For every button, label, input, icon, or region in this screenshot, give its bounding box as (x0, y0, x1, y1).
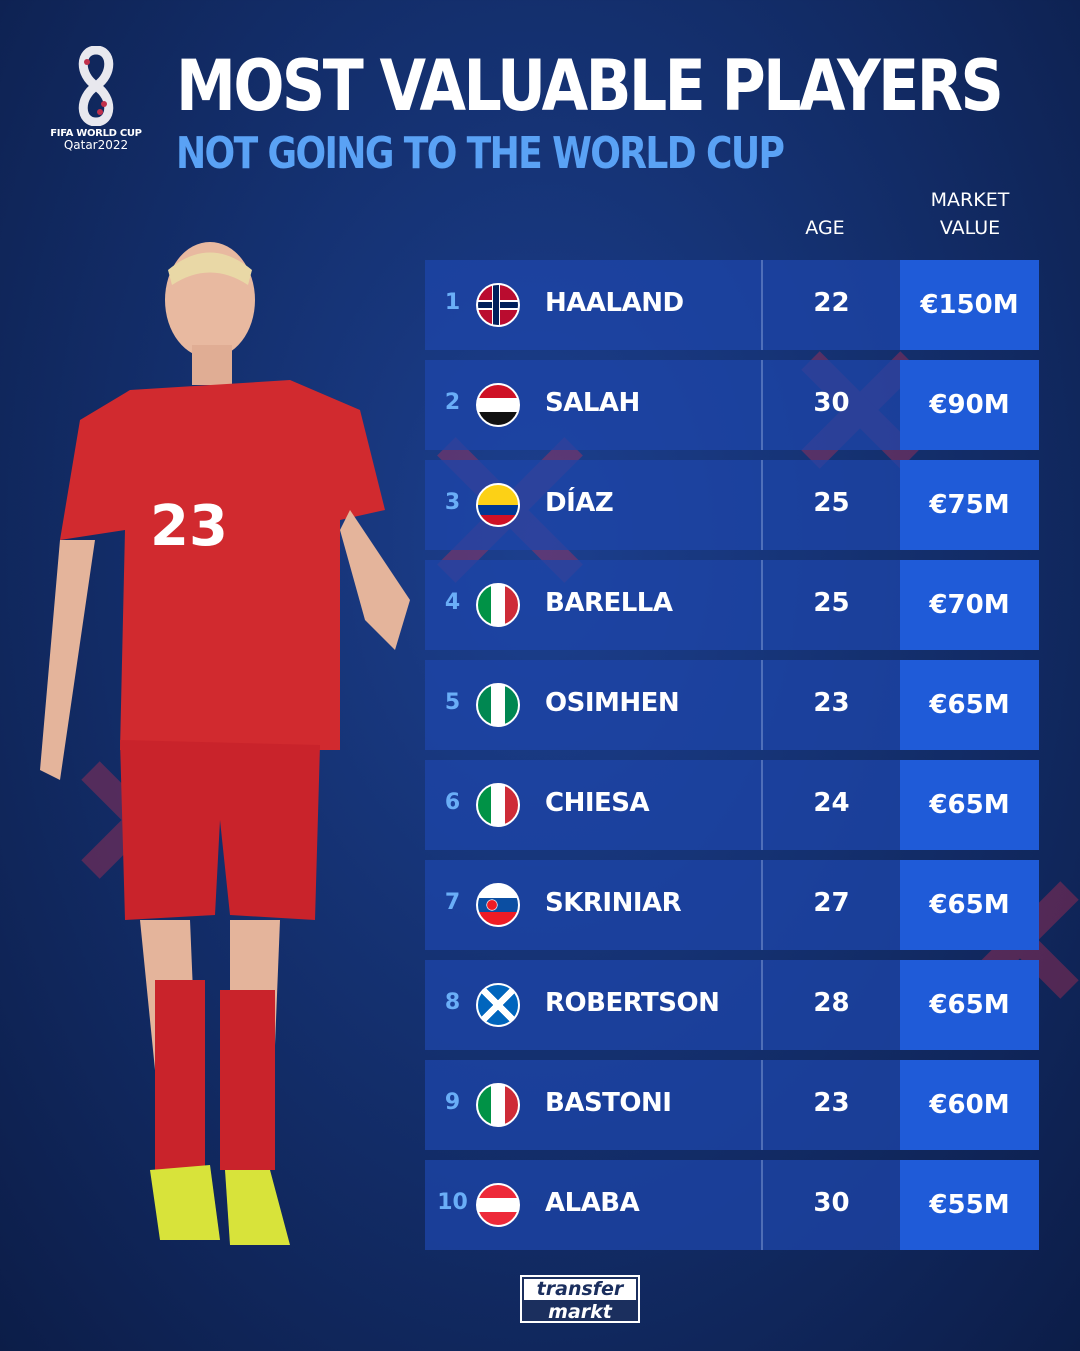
player-name: DÍAZ (545, 488, 614, 518)
transfermarkt-logo: transfer markt (520, 1275, 640, 1323)
rank: 6 (444, 790, 461, 815)
player-age: 30 (813, 1188, 850, 1218)
page-title: MOST VALUABLE PLAYERS (176, 45, 1004, 127)
column-divider (761, 1060, 763, 1150)
player-name: ROBERTSON (545, 988, 720, 1018)
table-row: 7 SKRINIAR 27 €65M (425, 860, 1039, 950)
rank: 9 (444, 1090, 461, 1115)
table-row: 5 OSIMHEN 23 €65M (425, 660, 1039, 750)
shirt-number: 23 (150, 494, 228, 559)
market-value: €65M (900, 660, 1039, 750)
header-label: MARKET (930, 189, 1010, 211)
table-row: 8 ROBERTSON 28 €65M (425, 960, 1039, 1050)
market-value: €60M (900, 1060, 1039, 1150)
table-row: 3 DÍAZ 25 €75M (425, 460, 1039, 550)
rank: 5 (444, 690, 461, 715)
player-age: 30 (813, 388, 850, 418)
market-value: €65M (900, 860, 1039, 950)
rank: 2 (444, 390, 461, 415)
player-name: HAALAND (545, 288, 684, 318)
flag-austria-icon (476, 1183, 520, 1227)
flag-italy-icon (476, 1083, 520, 1127)
header-market-value: MARKET VALUE (905, 186, 1035, 242)
table-row: 1 HAALAND 22 €150M (425, 260, 1039, 350)
market-value: €150M (900, 260, 1039, 350)
flag-slovakia-icon (476, 883, 520, 927)
table-row: 6 CHIESA 24 €65M (425, 760, 1039, 850)
rank: 3 (444, 490, 461, 515)
player-name: CHIESA (545, 788, 650, 818)
header-age: AGE (780, 214, 870, 242)
column-divider (761, 360, 763, 450)
brand-text: markt (548, 1301, 612, 1323)
market-value: €75M (900, 460, 1039, 550)
flag-norway-icon (476, 283, 520, 327)
column-divider (761, 460, 763, 550)
player-age: 23 (813, 1088, 850, 1118)
rank: 7 (444, 890, 461, 915)
player-name: BARELLA (545, 588, 673, 618)
column-divider (761, 960, 763, 1050)
player-name: OSIMHEN (545, 688, 680, 718)
rank: 1 (444, 290, 461, 315)
player-name: ALABA (545, 1188, 640, 1218)
player-age: 24 (813, 788, 850, 818)
page-subtitle: NOT GOING TO THE WORLD CUP (176, 128, 785, 179)
column-divider (761, 760, 763, 850)
player-name: SKRINIAR (545, 888, 682, 918)
logo-text: FIFA WORLD CUP (50, 128, 142, 139)
column-divider (761, 660, 763, 750)
table-row: 2 SALAH 30 €90M (425, 360, 1039, 450)
logo-text: Qatar2022 (63, 138, 129, 152)
rank: 10 (437, 1190, 468, 1215)
column-divider (761, 560, 763, 650)
column-divider (761, 260, 763, 350)
flag-italy-icon (476, 783, 520, 827)
rank: 8 (444, 990, 461, 1015)
table-row: 9 BASTONI 23 €60M (425, 1060, 1039, 1150)
player-age: 27 (813, 888, 850, 918)
player-name: BASTONI (545, 1088, 672, 1118)
table-row: 10 ALABA 30 €55M (425, 1160, 1039, 1250)
player-name: SALAH (545, 388, 640, 418)
flag-nigeria-icon (476, 683, 520, 727)
player-age: 25 (813, 488, 850, 518)
trophy-icon (78, 46, 114, 126)
flag-colombia-icon (476, 483, 520, 527)
fifa-world-cup-logo: FIFA WORLD CUP Qatar2022 (46, 46, 146, 151)
column-divider (761, 1160, 763, 1250)
flag-egypt-icon (476, 383, 520, 427)
market-value: €90M (900, 360, 1039, 450)
market-value: €65M (900, 760, 1039, 850)
player-age: 22 (813, 288, 850, 318)
player-photo: 23 (40, 242, 410, 1245)
market-value: €55M (900, 1160, 1039, 1250)
table-row: 4 BARELLA 25 €70M (425, 560, 1039, 650)
player-age: 28 (813, 988, 850, 1018)
flag-scotland-icon (476, 983, 520, 1027)
market-value: €70M (900, 560, 1039, 650)
header-label: VALUE (939, 217, 1001, 239)
header-age-label: AGE (805, 217, 845, 239)
rank: 4 (444, 590, 461, 615)
brand-text: transfer (524, 1279, 636, 1300)
column-divider (761, 860, 763, 950)
player-age: 25 (813, 588, 850, 618)
player-age: 23 (813, 688, 850, 718)
flag-italy-icon (476, 583, 520, 627)
market-value: €65M (900, 960, 1039, 1050)
